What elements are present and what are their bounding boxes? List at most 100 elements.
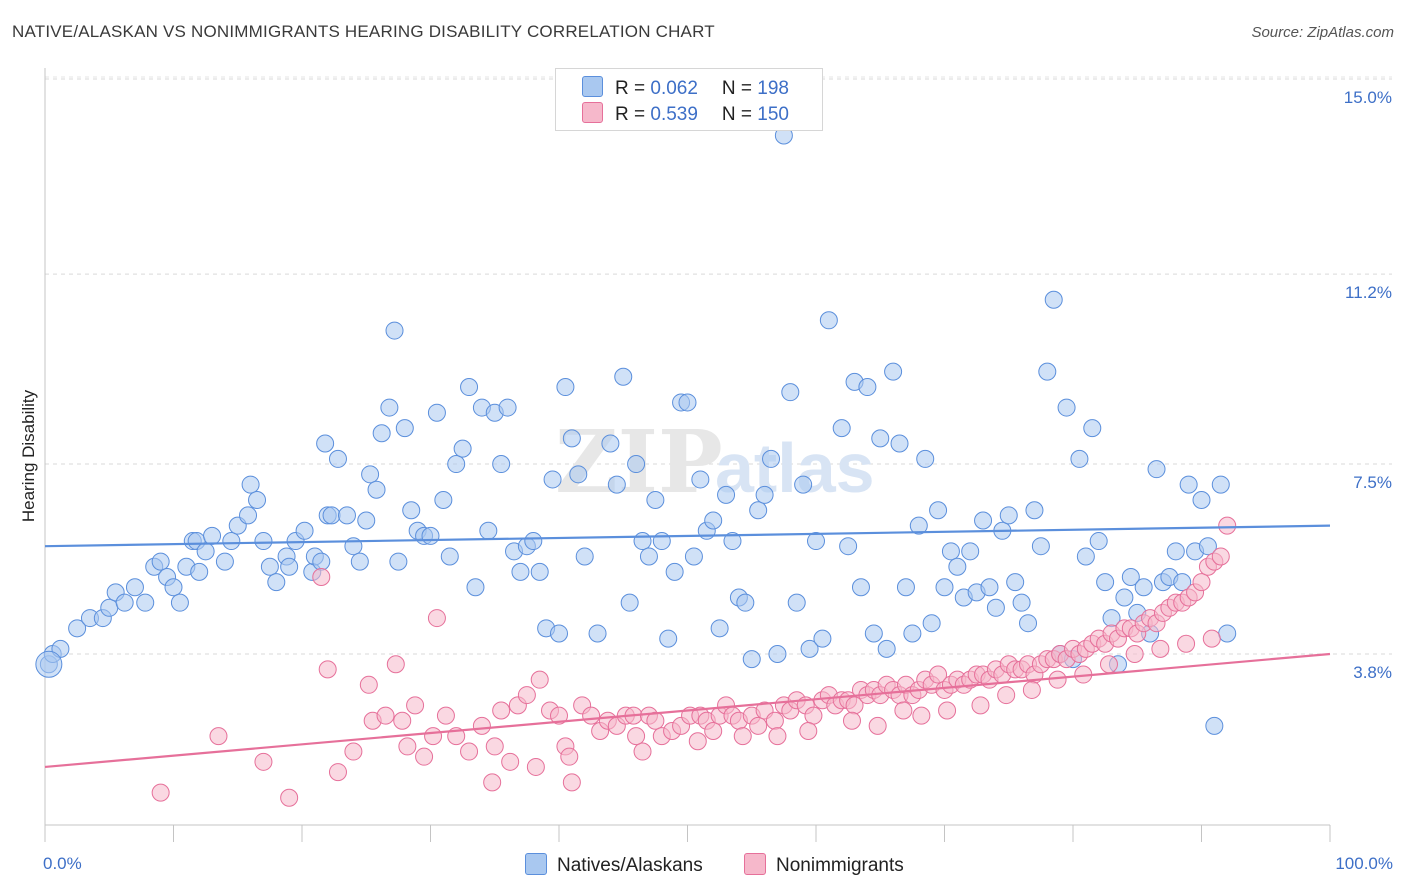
nonimmigrant-point (1192, 573, 1211, 592)
native-point (800, 639, 819, 658)
native-point (691, 470, 710, 489)
native-point (614, 367, 633, 386)
nonimmigrant-point (393, 711, 412, 730)
native-point (1115, 588, 1134, 607)
native-point (948, 557, 967, 576)
native-point (781, 383, 800, 402)
legend-n-value: 150 (757, 104, 789, 125)
nonimmigrant-point (530, 670, 549, 689)
native-point (980, 578, 999, 597)
nonimmigrant-point (1151, 639, 1170, 658)
native-point (372, 424, 391, 443)
x-tick-label: 0.0% (43, 854, 82, 873)
nonimmigrant-point (472, 716, 491, 735)
native-point (601, 434, 620, 453)
native-point (588, 624, 607, 643)
legend-n-label: N = (721, 78, 758, 99)
native-point (575, 547, 594, 566)
native-point (312, 552, 331, 571)
native-point (961, 542, 980, 561)
native-point (322, 506, 341, 525)
nonimmigrant-point (318, 660, 337, 679)
nonimmigrant-point (550, 706, 568, 725)
native-point (736, 593, 755, 612)
native-point (1076, 547, 1095, 566)
nonimmigrant-point (582, 706, 601, 725)
native-point (530, 562, 549, 581)
native-point (295, 521, 314, 540)
native-point (884, 362, 903, 381)
nonimmigrant-point (868, 716, 887, 735)
nonimmigrant-point (912, 706, 931, 725)
native-point (241, 475, 260, 494)
native-point (941, 542, 960, 561)
native-point (395, 419, 414, 438)
native-point (350, 552, 369, 571)
native-point (813, 629, 832, 648)
native-point (684, 547, 703, 566)
native-point (267, 573, 286, 592)
native-point (1134, 578, 1153, 597)
nonimmigrant-point (1099, 655, 1118, 674)
native-point (762, 449, 781, 468)
nonimmigrant-point (799, 722, 818, 741)
nonimmigrant-point (427, 609, 446, 628)
native-point (717, 485, 736, 504)
nonimmigrant-point (749, 716, 768, 735)
native-point (556, 378, 575, 397)
native-point (260, 557, 279, 576)
native-point (1205, 716, 1224, 735)
native-point (1192, 490, 1211, 509)
native-point (723, 532, 742, 551)
nonimmigrant-point (209, 727, 228, 746)
native-point (136, 593, 155, 612)
nonimmigrant-point (627, 727, 646, 746)
native-point (935, 578, 954, 597)
native-point (385, 321, 404, 340)
nonimmigrant-point (344, 742, 363, 761)
native-point (1198, 537, 1217, 556)
nonimmigrant-point (768, 727, 787, 746)
nonimmigrant-point (415, 747, 434, 766)
y-tick-label: 3.8% (1353, 663, 1392, 682)
native-point (170, 593, 189, 612)
nonimmigrant-point (483, 773, 502, 792)
native-point (1089, 532, 1108, 551)
nonimmigrant-point (765, 711, 784, 730)
nonimmigrant-point (485, 737, 504, 756)
native-point (620, 593, 639, 612)
legend-item-nonimmigrants: Nonimmigrants (744, 853, 904, 877)
legend-r-label: R = (615, 104, 651, 125)
native-point (1173, 573, 1192, 592)
native-point (222, 532, 241, 551)
legend-swatch-natives (582, 76, 603, 97)
nonimmigrant-point (733, 727, 752, 746)
native-point (328, 449, 347, 468)
series-legend: Natives/Alaskans Nonimmigrants (0, 853, 1406, 877)
native-point (125, 578, 144, 597)
native-point (794, 475, 813, 494)
native-point (357, 511, 376, 530)
native-point (1070, 449, 1089, 468)
nonimmigrant-point (406, 696, 425, 715)
native-point (196, 542, 215, 561)
nonimmigrant-point (938, 701, 957, 720)
nonimmigrant-point (562, 773, 581, 792)
native-point (665, 562, 684, 581)
y-axis-label: Hearing Disability (19, 389, 38, 522)
native-point (1121, 567, 1140, 586)
legend-row-natives: R = 0.062 N = 198 (582, 76, 789, 100)
native-point (1057, 398, 1076, 417)
legend-r-label: R = (615, 78, 651, 99)
native-point (316, 434, 335, 453)
nonimmigrant-point (842, 711, 861, 730)
native-point (851, 578, 870, 597)
native-point (434, 490, 453, 509)
correlation-legend: R = 0.062 N = 198 R = 0.539 N = 150 (555, 68, 823, 131)
native-point (254, 532, 273, 551)
nonimmigrant-point (517, 686, 536, 705)
nonimmigrant-point (804, 706, 823, 725)
nonimmigrant-point (254, 752, 273, 771)
native-point (1147, 460, 1166, 479)
